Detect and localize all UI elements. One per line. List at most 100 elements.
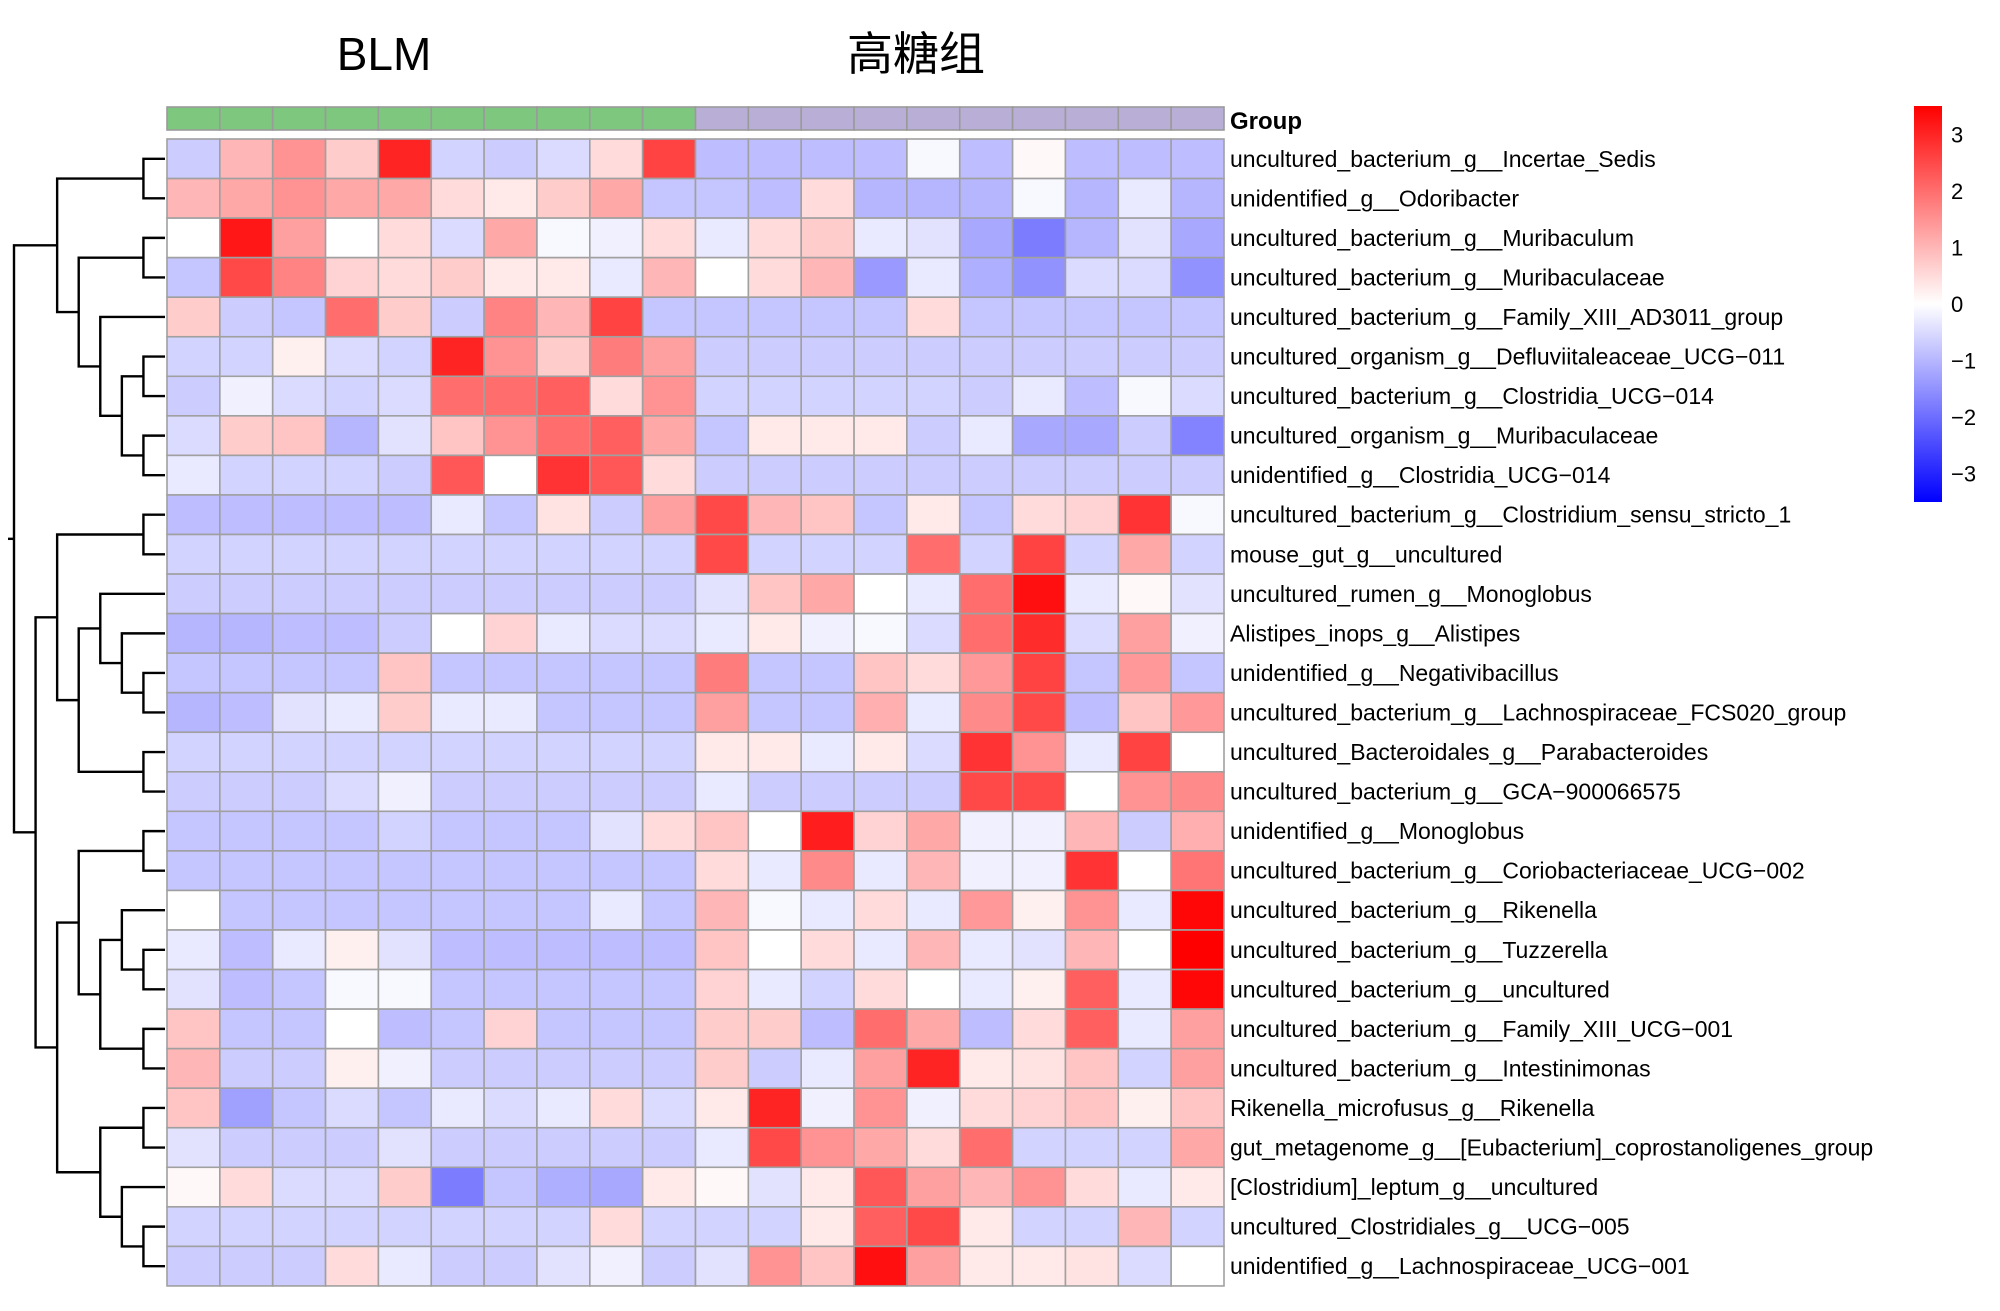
heatmap-cell <box>1011 296 1067 338</box>
heatmap-cell <box>377 968 433 1010</box>
heatmap-cell <box>430 138 485 180</box>
dendrogram-branch <box>55 177 144 314</box>
heatmap-cell <box>853 691 908 734</box>
heatmap-cell <box>694 454 750 496</box>
heatmap-cell <box>430 652 485 694</box>
heatmap-cell <box>483 810 538 852</box>
heatmap-cell <box>483 335 538 378</box>
row-label: mouse_gut_g__uncultured <box>1230 541 1502 567</box>
heatmap-cell <box>324 217 380 259</box>
heatmap-cell <box>271 533 327 575</box>
heatmap-cell <box>747 533 802 575</box>
heatmap-cell <box>271 217 327 259</box>
heatmap-cell <box>1170 968 1225 1010</box>
heatmap-cell <box>483 731 538 773</box>
heatmap-cell <box>800 533 855 575</box>
heatmap-cell <box>853 296 908 338</box>
heatmap-cell <box>1117 217 1172 259</box>
heatmap-cell <box>219 810 274 852</box>
legend-tick-label: 0 <box>1951 292 1963 317</box>
heatmap-cell <box>588 296 644 338</box>
heatmap-cell <box>166 533 221 575</box>
heatmap-cell <box>271 494 327 536</box>
heatmap-cell <box>324 296 380 338</box>
heatmap-cell <box>694 968 750 1010</box>
dendrogram-branch <box>142 1225 165 1268</box>
heatmap-cell <box>219 929 274 971</box>
heatmap-cell <box>694 375 750 417</box>
heatmap-cell <box>1117 1206 1172 1248</box>
heatmap-cell <box>906 573 961 615</box>
heatmap-cell <box>853 770 908 813</box>
heatmap-cell <box>641 454 697 496</box>
heatmap-cell <box>694 889 750 931</box>
heatmap-cell <box>166 177 221 219</box>
heatmap-cell <box>747 612 802 654</box>
heatmap-cell <box>324 1166 380 1208</box>
heatmap-cell <box>747 889 802 931</box>
heatmap-cell <box>324 533 380 575</box>
heatmap-cell <box>747 177 802 219</box>
heatmap-cell <box>853 573 908 615</box>
heatmap-cell <box>853 1047 908 1090</box>
heatmap-cell <box>536 929 591 971</box>
heatmap-cell <box>800 850 855 892</box>
heatmap-cell <box>430 770 485 813</box>
heatmap-cell <box>377 296 433 338</box>
heatmap-cell <box>906 296 961 338</box>
heatmap-cell <box>800 415 855 457</box>
heatmap-cell <box>1064 691 1120 734</box>
heatmap-cell <box>219 1087 274 1129</box>
heatmap-cell <box>694 810 750 852</box>
heatmap-cell <box>324 1126 380 1169</box>
heatmap-cell <box>906 1008 961 1050</box>
heatmap-cell <box>747 1126 802 1169</box>
heatmap-cell <box>483 494 538 536</box>
heatmap-cell <box>1117 494 1172 536</box>
heatmap-cell <box>800 889 855 931</box>
heatmap-cell <box>747 256 802 298</box>
heatmap-cell <box>430 731 485 773</box>
row-label: uncultured_bacterium_g__Family_XIII_AD30… <box>1230 304 1783 330</box>
heatmap-cell <box>853 494 908 536</box>
heatmap-cell <box>958 138 1014 180</box>
heatmap-cell <box>271 1087 327 1129</box>
heatmap-cell <box>1117 1245 1172 1287</box>
dendrogram-branch <box>142 513 165 556</box>
heatmap-cell <box>588 810 644 852</box>
heatmap-cell <box>324 375 380 417</box>
heatmap-cell <box>747 296 802 338</box>
heatmap-cell <box>694 691 750 734</box>
heatmap-cell <box>536 850 591 892</box>
heatmap-cell <box>271 770 327 813</box>
heatmap-cell <box>1011 573 1067 615</box>
heatmap-cell <box>483 1008 538 1050</box>
heatmap-cell <box>1117 612 1172 654</box>
heatmap-cell <box>219 533 274 575</box>
heatmap-cell <box>747 850 802 892</box>
heatmap-cell <box>1170 494 1225 536</box>
heatmap-cell <box>1064 612 1120 654</box>
heatmap-cell <box>536 335 591 378</box>
heatmap-cell <box>588 929 644 971</box>
row-label: uncultured_bacterium_g__Incertae_Sedis <box>1230 146 1656 172</box>
heatmap-cell <box>958 375 1014 417</box>
heatmap-cell <box>1117 138 1172 180</box>
heatmap-cell <box>1064 256 1120 298</box>
heatmap-cell <box>747 1206 802 1248</box>
dendrogram-branch <box>142 157 165 200</box>
heatmap-cell <box>641 573 697 615</box>
heatmap-cell <box>1011 533 1067 575</box>
heatmap-cell <box>747 375 802 417</box>
dendrogram-branch <box>120 375 144 457</box>
heatmap-cell <box>747 968 802 1010</box>
heatmap-cell <box>958 494 1014 536</box>
heatmap-cell <box>536 138 591 180</box>
heatmap-cell <box>694 770 750 813</box>
row-label: uncultured_bacterium_g__Clostridium_sens… <box>1230 502 1791 528</box>
heatmap-cell <box>1064 296 1120 338</box>
heatmap-cell <box>166 375 221 417</box>
heatmap-cell <box>1011 691 1067 734</box>
heatmap-cell <box>483 1245 538 1287</box>
heatmap-cell <box>324 691 380 734</box>
